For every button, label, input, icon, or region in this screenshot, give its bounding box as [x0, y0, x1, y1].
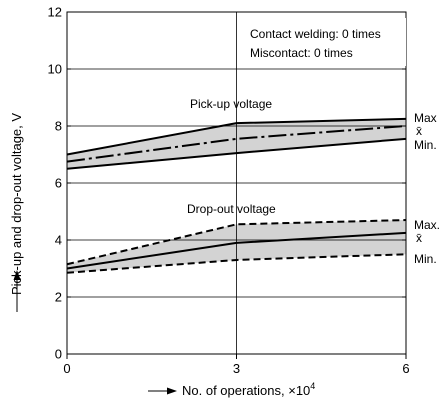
x-axis-label-main: No. of operations, ×10 [182, 383, 310, 398]
tick-label-x-2: 6 [402, 361, 409, 376]
tick-label-y-0: 0 [55, 347, 62, 362]
tick-label-y-5: 10 [48, 62, 62, 77]
tick-label-x-1: 3 [233, 361, 240, 376]
y-axis-label: Pick-up and drop-out voltage, V [9, 113, 24, 295]
tick-label-y-2: 4 [55, 233, 62, 248]
group-label-pickup: Pick-up voltage [190, 97, 272, 111]
series-line-1-0 [66, 219, 407, 266]
tick-label-y-4: 8 [55, 119, 62, 134]
x-axis-arrow-head [167, 387, 177, 395]
group-label-dropout: Drop-out voltage [187, 202, 276, 216]
series-label-dropout-mean: x̄ [416, 231, 422, 245]
tick-marks [66, 11, 407, 359]
tick-label-y-1: 2 [55, 290, 62, 305]
series-label-pickup-mean: x̄ [416, 124, 422, 138]
series-line-0-1 [66, 125, 407, 163]
y-axis-title: Pick-up and drop-out voltage, V [9, 113, 24, 295]
tick-labels: 0 2 4 6 8 10 12 0 3 6 [48, 5, 410, 377]
series-lines [66, 117, 407, 274]
series-line-1-2 [66, 253, 407, 274]
tick-label-y-3: 6 [55, 176, 62, 191]
y-axis-arrow-head [13, 270, 21, 280]
series-line-1-1 [66, 231, 407, 270]
x-axis-label-exponent: 4 [310, 381, 315, 391]
series-label-dropout-max: Max. [414, 218, 440, 232]
x-axis-label: No. of operations, ×104 [182, 381, 315, 398]
grid-lines [67, 12, 406, 354]
annotation-box [243, 18, 406, 66]
annotation-miscontact: Miscontact: 0 times [250, 46, 353, 60]
series-label-pickup-max: Max [414, 111, 437, 125]
tick-label-y-6: 12 [48, 5, 62, 20]
series-label-dropout-min: Min. [414, 252, 437, 266]
tick-label-x-0: 0 [63, 361, 70, 376]
series-label-pickup-min: Min. [414, 138, 437, 152]
series-line-0-2 [66, 137, 407, 170]
series-line-0-0 [66, 117, 407, 156]
annotation-contact-welding: Contact welding: 0 times [250, 27, 381, 41]
